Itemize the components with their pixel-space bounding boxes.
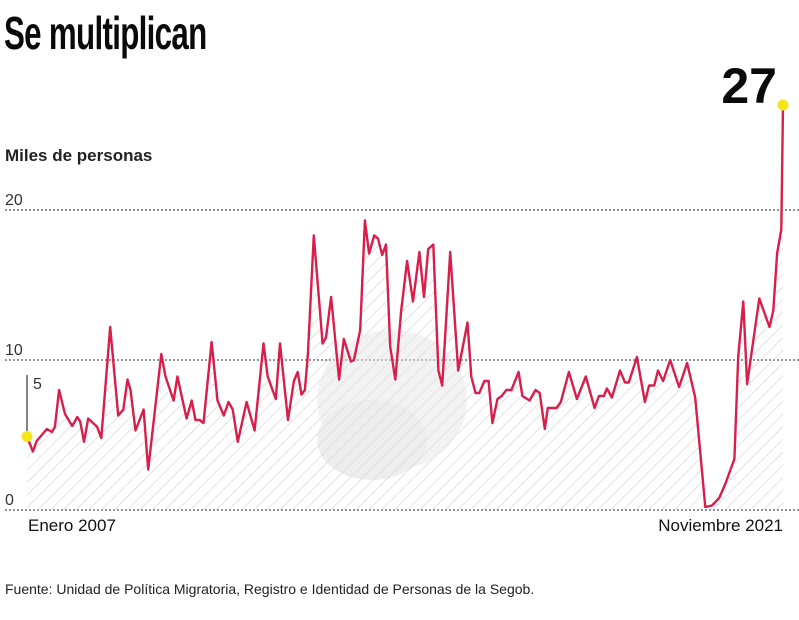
y-axis-label: Miles de personas <box>5 146 153 165</box>
x-start-label: Enero 2007 <box>28 516 116 535</box>
series-line <box>25 104 785 509</box>
x-end-label: Noviembre 2021 <box>658 516 783 535</box>
end-value-label: 27 <box>721 58 777 114</box>
end-point-marker <box>777 99 789 111</box>
source-note: Fuente: Unidad de Política Migratoria, R… <box>5 581 535 597</box>
chart-title: Se multiplican <box>4 7 207 59</box>
reference-5-label: 5 <box>33 376 42 393</box>
start-point-marker <box>21 431 33 442</box>
y-tick-label: 10 <box>5 342 23 359</box>
y-tick-label: 20 <box>5 192 23 209</box>
y-tick-label: 0 <box>5 492 14 509</box>
emblem-watermark <box>317 330 467 480</box>
